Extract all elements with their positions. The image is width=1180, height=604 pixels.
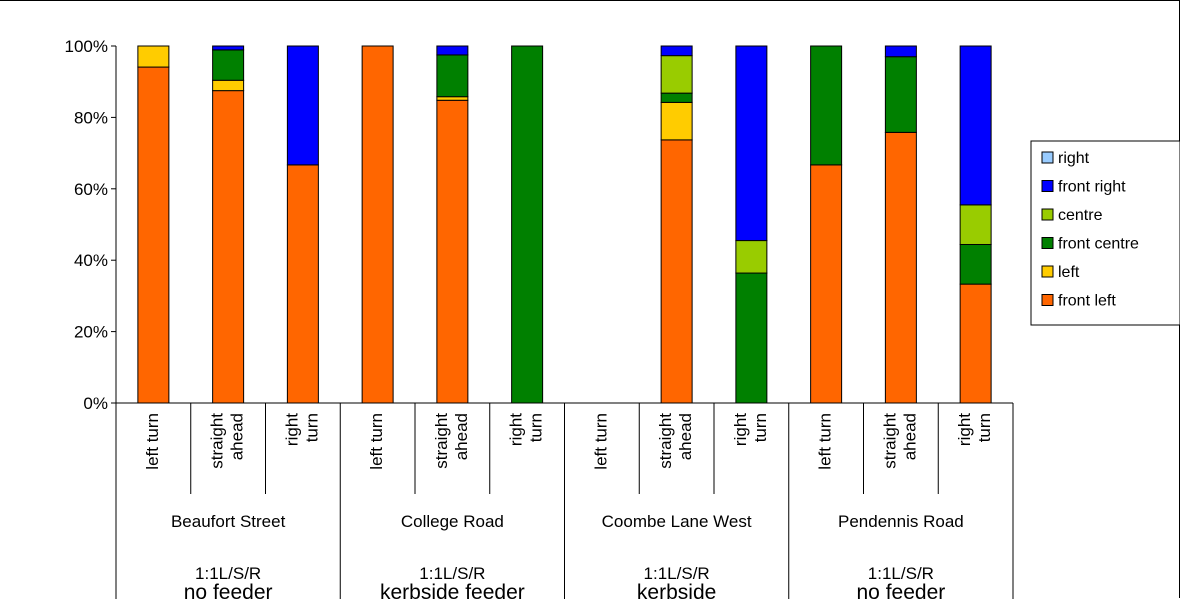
y-tick-label: 0%	[83, 394, 108, 413]
bar-segment-centre	[735, 240, 768, 274]
category-label: ahead	[900, 413, 919, 460]
group-name: Beaufort Street	[171, 512, 286, 531]
group-config: 1:1L/S/R	[419, 564, 485, 583]
bar-segment-front-centre	[959, 243, 992, 285]
y-tick-label: 60%	[74, 180, 108, 199]
bar-segment-front-left	[959, 283, 992, 404]
category-label: turn	[975, 413, 994, 442]
legend-swatch	[1041, 237, 1054, 249]
group-name: Pendennis Road	[838, 512, 964, 531]
bar-segment-front-left	[361, 45, 394, 404]
category-label: left turn	[816, 413, 835, 470]
group-config: 1:1L/S/R	[868, 564, 934, 583]
bar-segment-front-centre	[735, 272, 768, 404]
bar-segment-front-right	[735, 45, 768, 242]
category-label: turn	[302, 413, 321, 442]
bar-segment-left	[212, 79, 245, 92]
bar-segment-centre	[959, 204, 992, 245]
category-label: straight	[432, 413, 451, 469]
bar-segment-front-right	[884, 45, 917, 58]
bar-segment-front-left	[212, 90, 245, 404]
bar-segment-front-left	[810, 164, 843, 404]
legend-label: front left	[1058, 293, 1116, 310]
category-label: left turn	[367, 413, 386, 470]
bar-segment-left	[137, 45, 170, 68]
bar-segment-front-centre	[660, 92, 693, 103]
y-tick-label: 100%	[65, 37, 108, 56]
bar-segment-front-left	[286, 164, 319, 404]
category-label: right	[731, 413, 750, 446]
bar-segment-front-right	[212, 45, 245, 51]
bar-segment-left	[660, 101, 693, 141]
group-feeder: kerbside	[637, 581, 716, 599]
group-name: Coombe Lane West	[602, 512, 752, 531]
group-feeder: no feeder	[857, 581, 946, 599]
group-feeder: no feeder	[184, 581, 273, 599]
bar-segment-front-centre	[511, 45, 544, 404]
bar-segment-front-centre	[810, 45, 843, 166]
category-label: ahead	[228, 413, 247, 460]
bar-segment-front-centre	[436, 54, 469, 98]
legend-label: centre	[1058, 207, 1103, 224]
y-tick-label: 40%	[74, 251, 108, 270]
legend-label: left	[1058, 264, 1080, 281]
y-tick-label: 80%	[74, 108, 108, 127]
bar-segment-left	[436, 96, 469, 101]
bar-segment-front-centre	[884, 56, 917, 133]
category-label: ahead	[452, 413, 471, 460]
bar-segment-front-right	[286, 45, 319, 166]
bar-segment-front-left	[137, 66, 170, 404]
category-label: left turn	[591, 413, 610, 470]
bar-segment-front-right	[959, 45, 992, 206]
legend-label: front centre	[1058, 236, 1139, 253]
category-label: turn	[527, 413, 546, 442]
group-name: College Road	[401, 512, 504, 531]
group-config: 1:1L/S/R	[644, 564, 710, 583]
bar-segment-front-right	[436, 45, 469, 56]
bar-segment-front-right	[660, 45, 693, 57]
category-label: straight	[208, 413, 227, 469]
legend-swatch	[1041, 151, 1054, 164]
y-tick-label: 20%	[74, 323, 108, 342]
category-label: right	[282, 413, 301, 446]
category-label: left turn	[143, 413, 162, 470]
category-label: straight	[880, 413, 899, 469]
category-label: right	[955, 413, 974, 446]
legend-swatch	[1041, 208, 1054, 221]
bar-segment-front-centre	[212, 49, 245, 81]
legend: right front right centre front centre left fr…	[1030, 140, 1180, 326]
legend-swatch	[1041, 294, 1054, 306]
group-feeder: kerbside feeder	[380, 581, 525, 599]
group-config: 1:1L/S/R	[195, 564, 261, 583]
bar-segment-centre	[660, 55, 693, 94]
category-label: straight	[656, 413, 675, 469]
legend-box	[1030, 140, 1180, 326]
bar-segment-front-left	[436, 99, 469, 404]
legend-swatch	[1041, 265, 1054, 278]
legend-swatch	[1041, 180, 1054, 192]
bars	[137, 45, 992, 404]
legend-label: right	[1058, 150, 1090, 167]
category-label: right	[507, 413, 526, 446]
bar-segment-front-left	[660, 139, 693, 404]
bar-segment-front-left	[884, 131, 917, 404]
category-label: ahead	[676, 413, 695, 460]
y-axis: 0% 20% 40% 60% 80% 100%	[65, 37, 117, 413]
category-label: turn	[751, 413, 770, 442]
x-axis: left turn straight ahead right turn left turn…	[115, 402, 1014, 604]
legend-label: front right	[1058, 179, 1126, 196]
